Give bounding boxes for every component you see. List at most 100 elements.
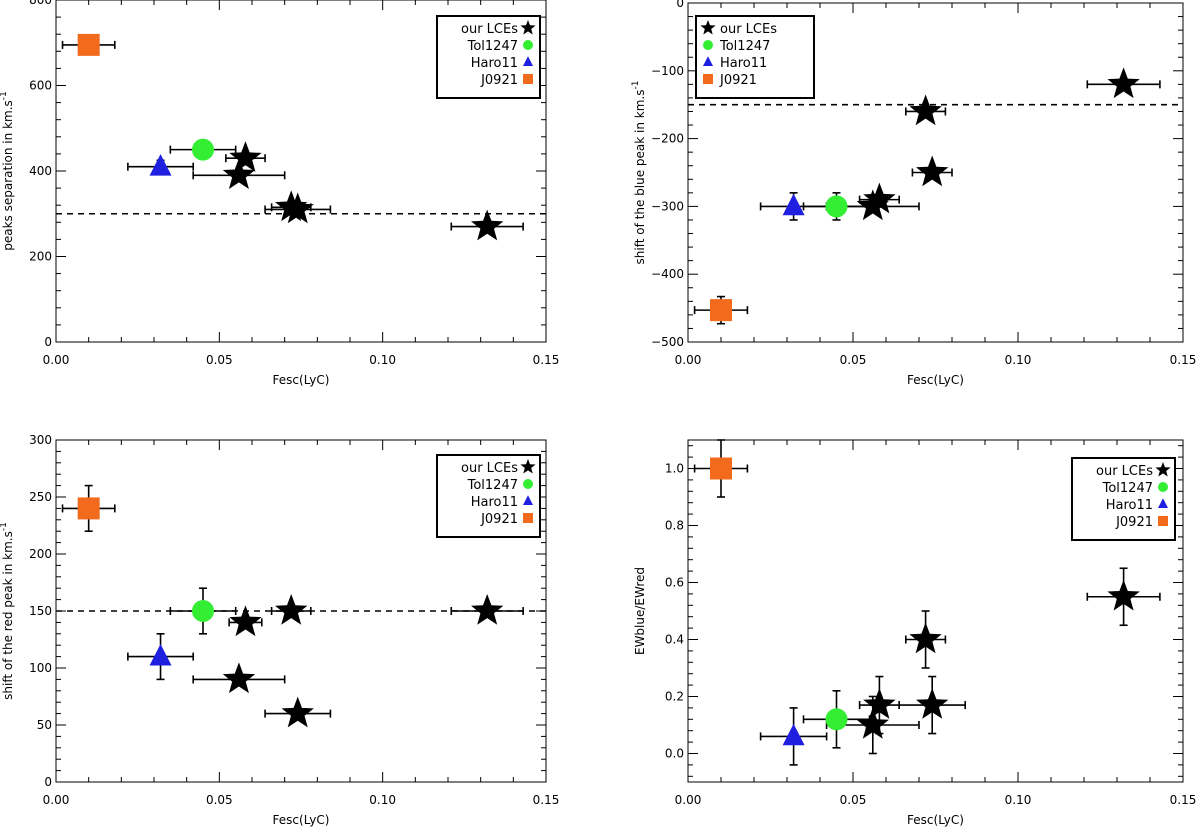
legend-label: J0921 <box>480 73 518 88</box>
legend-label: Tol1247 <box>1102 481 1153 496</box>
data-point-triangle <box>149 643 172 666</box>
legend-marker-circle <box>703 40 713 50</box>
y-tick-label: 200 <box>29 250 52 264</box>
y-axis-label: shift of the red peak in km.s-1 <box>0 522 15 700</box>
data-point-star <box>863 688 896 719</box>
legend-marker-triangle <box>523 56 533 67</box>
legend: our LCEs Tol1247 Haro11 J0921 <box>695 15 815 99</box>
legend-marker-circle <box>523 479 533 489</box>
x-tick-label: 0.05 <box>206 353 233 367</box>
data-point-star <box>281 192 314 224</box>
y-tick-label: 400 <box>29 164 52 178</box>
legend-marker-circle <box>1158 482 1168 492</box>
y-axis-label-exponent: -1 <box>631 81 641 90</box>
data-point-star <box>909 94 942 126</box>
y-tick-label: 800 <box>29 0 52 7</box>
y-tick-label: 0.2 <box>665 690 684 704</box>
data-point-star <box>281 696 314 728</box>
legend-marker-star <box>1155 462 1171 477</box>
legend: our LCEs Tol1247 Haro11 J0921 <box>436 15 541 99</box>
legend-marker-star <box>520 20 536 35</box>
x-tick-label: 0.15 <box>1170 353 1197 367</box>
data-point-star <box>222 158 256 190</box>
legend-box <box>436 15 541 99</box>
x-axis-label: Fesc(LyC) <box>907 813 964 827</box>
data-point-star <box>471 209 504 241</box>
x-tick-label: 0.05 <box>206 793 233 807</box>
legend-label: our LCEs <box>1096 464 1153 479</box>
y-tick-label: 600 <box>29 79 52 93</box>
legend: our LCEs Tol1247 Haro11 J0921 <box>1071 457 1176 541</box>
y-tick-label: −400 <box>651 267 684 281</box>
data-point-circle <box>192 600 214 622</box>
legend-marker-square <box>523 74 533 84</box>
y-axis-label: peaks separation in km.s-1 <box>0 91 15 251</box>
data-point-star <box>471 594 504 625</box>
legend-label: Haro11 <box>471 56 518 71</box>
y-tick-label: 0.0 <box>665 747 684 761</box>
legend-marker-star <box>700 20 716 35</box>
legend-marker-square <box>523 513 533 523</box>
data-point-square <box>710 299 732 322</box>
legend-label: J0921 <box>1115 515 1153 530</box>
x-tick-label: 0.05 <box>840 353 867 367</box>
legend-label: J0921 <box>719 73 757 88</box>
y-tick-label: 0 <box>44 335 52 349</box>
data-point-star <box>222 662 256 694</box>
y-tick-label: 0 <box>676 0 684 10</box>
data-point-square <box>77 497 100 520</box>
legend-label: Haro11 <box>1106 498 1153 513</box>
y-tick-label: −200 <box>651 132 684 146</box>
data-point-star <box>229 605 262 637</box>
x-tick-label: 0.15 <box>533 353 560 367</box>
y-tick-label: 0 <box>44 775 52 789</box>
data-point-square <box>77 33 100 56</box>
x-tick-label: 0.00 <box>43 353 70 367</box>
legend-label: J0921 <box>480 512 518 527</box>
legend-box <box>436 454 541 538</box>
legend-label: our LCEs <box>461 461 518 476</box>
data-point-square <box>710 457 732 480</box>
chart-panel-bottom-left: 0.00 0.05 0.10 0.15 0 50 100 150 200 250 300 Fesc(L… <box>0 433 559 827</box>
legend-label: our LCEs <box>720 22 777 37</box>
y-tick-label: 150 <box>29 604 52 618</box>
y-tick-label: 50 <box>37 718 52 732</box>
x-axis-label: Fesc(LyC) <box>907 373 964 387</box>
x-tick-label: 0.15 <box>533 793 560 807</box>
data-point-star <box>1107 67 1140 99</box>
y-tick-label: 1.0 <box>665 462 684 476</box>
y-tick-label: −300 <box>651 199 684 213</box>
legend-marker-triangle <box>703 56 713 67</box>
data-point-star <box>229 141 262 172</box>
y-axis-label: EWblue/EWred <box>633 567 647 655</box>
y-tick-label: 200 <box>29 547 52 561</box>
legend-label: Tol1247 <box>719 39 770 54</box>
legend-label: our LCEs <box>461 22 518 37</box>
data-point-star <box>1107 579 1140 611</box>
legend: our LCEs Tol1247 Haro11 J0921 <box>436 454 541 538</box>
y-axis-label-exponent: -1 <box>0 522 9 531</box>
plot-frame <box>687 2 1184 343</box>
x-tick-label: 0.00 <box>675 793 702 807</box>
x-tick-label: 0.00 <box>675 353 702 367</box>
data-point-triangle <box>782 723 805 746</box>
legend-marker-circle <box>523 40 533 50</box>
legend-label: Tol1247 <box>467 39 518 54</box>
chart-panel-top-right: 0.00 0.05 0.10 0.15 −500 −400 −300 −200 −100 0 Fes… <box>631 0 1196 387</box>
x-tick-label: 0.10 <box>1005 793 1032 807</box>
x-axis-label: Fesc(LyC) <box>273 813 330 827</box>
x-tick-label: 0.05 <box>840 793 867 807</box>
legend-marker-triangle <box>523 495 533 506</box>
y-axis-label: shift of the blue peak in km.s-1 <box>631 81 647 265</box>
x-tick-label: 0.10 <box>369 353 396 367</box>
legend-marker-star <box>520 459 536 474</box>
data-point-star <box>856 189 889 221</box>
y-tick-label: −500 <box>651 335 684 349</box>
legend-marker-square <box>1158 516 1168 526</box>
data-point-circle <box>825 708 848 731</box>
y-tick-label: 0.6 <box>665 576 684 590</box>
data-point-circle <box>825 195 848 218</box>
legend-box <box>1071 457 1176 541</box>
data-point-star <box>916 155 949 187</box>
